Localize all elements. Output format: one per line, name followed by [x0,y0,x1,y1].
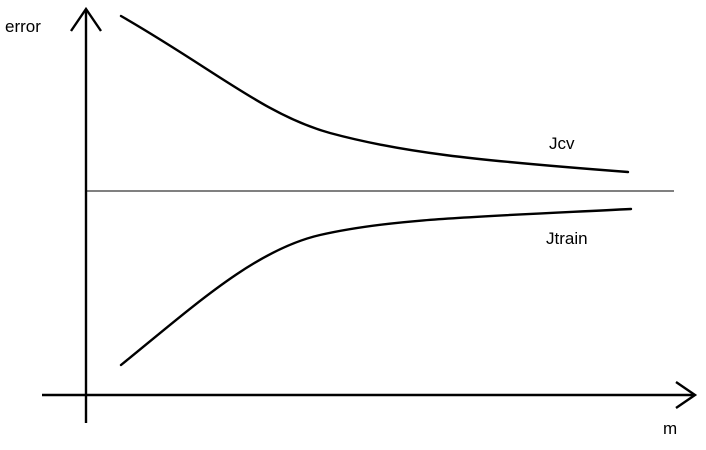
x-axis-arrowhead [675,381,698,409]
x-axis-label: m [663,419,677,438]
y-axis-label: error [5,17,41,36]
jtrain-label: Jtrain [546,229,588,248]
jcv-label: Jcv [549,134,575,153]
y-axis-arrowhead [70,6,102,32]
jtrain-curve [119,207,633,367]
y-axis [70,6,102,423]
jcv-curve [119,14,630,174]
x-axis [42,381,698,409]
